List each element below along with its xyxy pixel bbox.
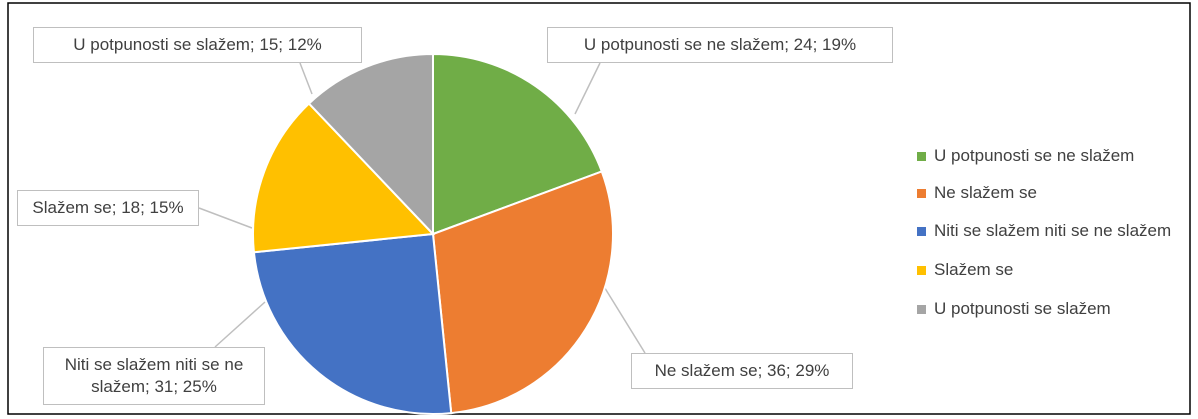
data-label: U potpunosti se ne slažem; 24; 19% [547, 27, 893, 63]
legend-swatch [917, 266, 926, 276]
legend-swatch [917, 152, 926, 162]
legend-label: Niti se slažem niti se ne slažem [934, 221, 1172, 240]
leader-lines [198, 62, 646, 354]
legend-entry: Niti se slažem niti se ne slažem [917, 221, 1171, 241]
pie-slice [252, 102, 436, 254]
legend-swatch [917, 305, 926, 315]
legend-label: Ne slažem se [934, 183, 1037, 202]
pie-slice [431, 170, 614, 415]
legend-entry: Ne slažem se [917, 183, 1037, 203]
data-label: Slažem se; 18; 15% [17, 190, 199, 226]
leader-line [198, 207, 253, 229]
pie-slice [432, 52, 604, 236]
legend-swatch [917, 189, 926, 199]
pie-slice [307, 52, 434, 237]
data-label: Ne slažem se; 36; 29% [631, 353, 853, 389]
leader-line [574, 62, 601, 115]
leader-line [214, 301, 266, 348]
data-label: U potpunosti se slažem; 15; 12% [33, 27, 362, 63]
legend-entry: Slažem se [917, 260, 1013, 280]
legend-swatch [917, 227, 926, 237]
legend-label: U potpunosti se slažem [934, 299, 1111, 318]
legend-label: Slažem se [934, 260, 1014, 279]
pie-slice [252, 232, 453, 415]
leader-line [299, 62, 313, 95]
leader-line [602, 284, 646, 354]
legend-entry: U potpunosti se ne slažem [917, 146, 1134, 166]
data-label: Niti se slažem niti se ne slažem; 31; 25… [43, 347, 265, 405]
legend-label: U potpunosti se ne slažem [934, 146, 1135, 165]
legend-entry: U potpunosti se slažem [917, 299, 1111, 319]
